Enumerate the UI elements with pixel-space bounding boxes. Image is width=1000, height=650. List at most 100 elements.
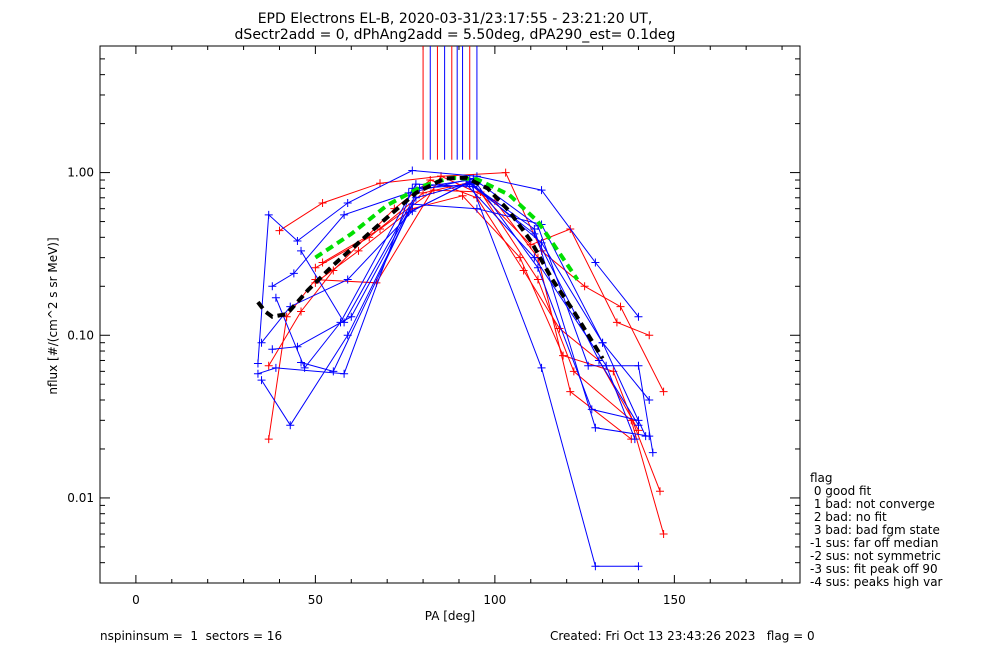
data-point — [598, 338, 607, 347]
legend-title: flag — [810, 471, 833, 485]
series-line — [261, 181, 647, 437]
data-point — [329, 266, 338, 275]
data-point — [630, 435, 639, 444]
chart-subtitle: dSectr2add = 0, dPhAng2add = 5.50deg, dP… — [235, 27, 676, 43]
y-tick-label: 1.00 — [67, 166, 94, 180]
data-point — [329, 367, 338, 376]
data-point — [516, 253, 524, 262]
data-point — [462, 180, 471, 189]
fit-curves — [256, 175, 605, 360]
data-point — [537, 186, 546, 195]
data-point — [318, 258, 327, 267]
data-point — [648, 448, 657, 457]
data-point — [271, 363, 280, 372]
x-tick-label: 150 — [663, 593, 686, 607]
data-point — [347, 312, 356, 321]
series-line — [257, 179, 639, 567]
data-point — [591, 258, 600, 267]
x-axis: 0 50 100 150 — [132, 46, 783, 607]
y-tick-label: 0.10 — [67, 328, 94, 342]
series-line — [261, 182, 650, 437]
x-tick-label: 100 — [483, 593, 506, 607]
flag-legend: flag 0 good fit 1 bad: not converge 2 ba… — [810, 471, 943, 589]
legend-item: -4 sus: peaks high var — [810, 575, 943, 589]
legend-item: 0 good fit — [810, 484, 872, 498]
data-point — [537, 363, 546, 372]
chart-title: EPD Electrons EL-B, 2020-03-31/23:17:55 … — [258, 11, 653, 27]
data-point — [354, 246, 363, 255]
data-point — [526, 240, 535, 249]
data-point — [275, 226, 284, 235]
fit-curve — [256, 175, 605, 360]
data-point — [268, 345, 277, 354]
data-point — [257, 376, 266, 385]
data-point — [289, 269, 298, 278]
data-point — [580, 282, 589, 291]
x-tick-label: 0 — [132, 593, 140, 607]
data-point — [343, 275, 352, 284]
data-series — [253, 166, 668, 571]
data-point — [293, 236, 302, 245]
series-line — [300, 183, 636, 440]
data-point — [411, 180, 420, 189]
data-point — [264, 435, 273, 444]
series-line — [322, 189, 665, 535]
data-point — [340, 369, 349, 378]
data-point — [537, 238, 546, 247]
vertical-lines — [422, 46, 478, 160]
y-axis-label: nflux [#/(cm^2 s sr MeV)] — [46, 237, 60, 394]
data-point — [533, 275, 542, 284]
y-axis: 0.01 0.10 1.00 — [67, 45, 800, 584]
data-point — [297, 307, 306, 316]
data-point — [253, 369, 262, 378]
data-point — [297, 358, 306, 367]
data-point — [501, 168, 510, 177]
data-point — [587, 405, 596, 414]
legend-item: 1 bad: not converge — [810, 497, 935, 511]
data-point — [286, 421, 295, 430]
data-point — [340, 210, 349, 219]
data-point — [300, 363, 309, 372]
legend-item: 3 bad: bad fgm state — [810, 523, 940, 537]
data-point — [318, 199, 327, 208]
data-point — [584, 361, 593, 370]
data-point — [376, 179, 384, 188]
data-point — [253, 359, 262, 368]
data-point — [257, 338, 266, 347]
data-point — [343, 199, 352, 208]
data-point — [659, 530, 668, 539]
data-point — [533, 263, 542, 272]
data-point — [591, 562, 600, 571]
series-line — [268, 175, 632, 440]
series-line — [272, 203, 650, 401]
data-point — [616, 302, 625, 311]
footer-right: Created: Fri Oct 13 23:43:26 2023 flag =… — [550, 629, 815, 643]
data-point — [594, 356, 603, 365]
x-tick-label: 50 — [308, 593, 323, 607]
data-point — [634, 416, 643, 425]
data-point — [641, 432, 650, 441]
data-point — [559, 351, 568, 360]
data-point — [264, 210, 273, 219]
data-point — [472, 204, 481, 213]
data-point — [656, 487, 664, 496]
data-point — [271, 293, 280, 302]
data-point — [634, 312, 643, 321]
data-point — [569, 367, 578, 376]
data-point — [602, 361, 611, 370]
data-point — [311, 263, 320, 272]
x-axis-label: PA [deg] — [425, 609, 475, 623]
data-point — [519, 266, 528, 275]
data-point — [340, 318, 349, 327]
y-tick-label: 0.01 — [67, 491, 94, 505]
data-point — [458, 191, 467, 200]
series-line — [268, 179, 639, 431]
footer-left: nspininsum = 1 sectors = 16 — [100, 629, 282, 643]
data-point — [627, 416, 636, 425]
data-point — [634, 361, 643, 370]
data-point — [612, 318, 621, 327]
data-point — [530, 253, 539, 262]
plot-frame — [99, 45, 801, 584]
data-point — [268, 282, 277, 291]
